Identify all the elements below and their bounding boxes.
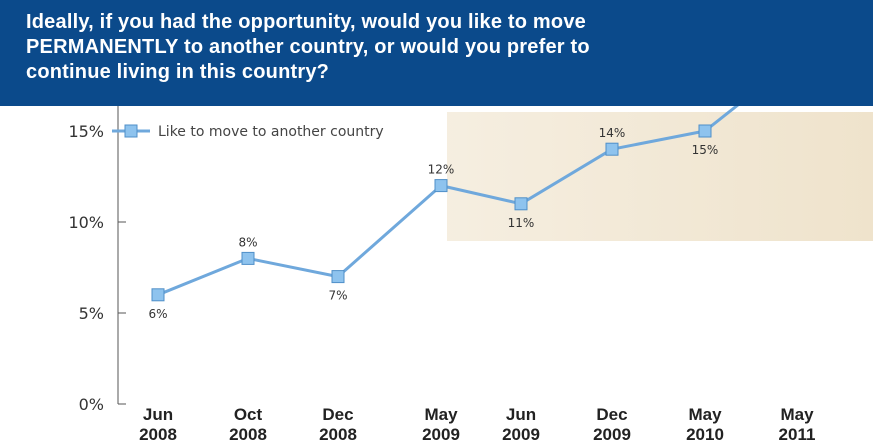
legend-label: Like to move to another country — [158, 124, 384, 140]
y-tick-label: 5% — [79, 304, 104, 323]
y-tick-label: 10% — [68, 213, 104, 232]
data-label: 11% — [508, 216, 535, 230]
data-label: 7% — [328, 289, 347, 303]
x-tick-label: May 2009 — [422, 405, 460, 444]
x-tick-label: Dec 2008 — [319, 405, 357, 444]
data-point — [605, 142, 619, 156]
data-point — [514, 197, 528, 211]
data-point — [698, 124, 712, 138]
x-tick-label: Oct 2008 — [229, 405, 267, 444]
data-point — [331, 270, 345, 284]
data-point — [151, 288, 165, 302]
y-tick-label: 0% — [79, 395, 104, 414]
data-point — [434, 179, 448, 193]
series-line — [157, 106, 740, 297]
x-tick-label: May 2010 — [686, 405, 724, 444]
chart-title: Ideally, if you had the opportunity, wou… — [26, 11, 590, 83]
x-tick-label: Dec 2009 — [593, 405, 631, 444]
data-label: 15% — [692, 143, 719, 157]
x-tick-label: Jun 2008 — [139, 405, 177, 444]
x-tick-label: May 2011 — [779, 405, 816, 444]
chart-header: Ideally, if you had the opportunity, wou… — [0, 0, 873, 106]
y-tick-label: 15% — [68, 122, 104, 141]
x-tick-label: Jun 2009 — [502, 405, 540, 444]
data-label: 8% — [238, 235, 257, 249]
data-label: 12% — [428, 163, 455, 177]
data-point — [241, 251, 255, 265]
data-label: 14% — [599, 126, 626, 140]
legend-marker — [124, 124, 138, 138]
data-label: 6% — [148, 307, 167, 321]
highlight-panel — [447, 112, 873, 241]
line-chart: 0%5%10%15%20%Jun2008Oct2008Dec2008May200… — [68, 106, 873, 444]
